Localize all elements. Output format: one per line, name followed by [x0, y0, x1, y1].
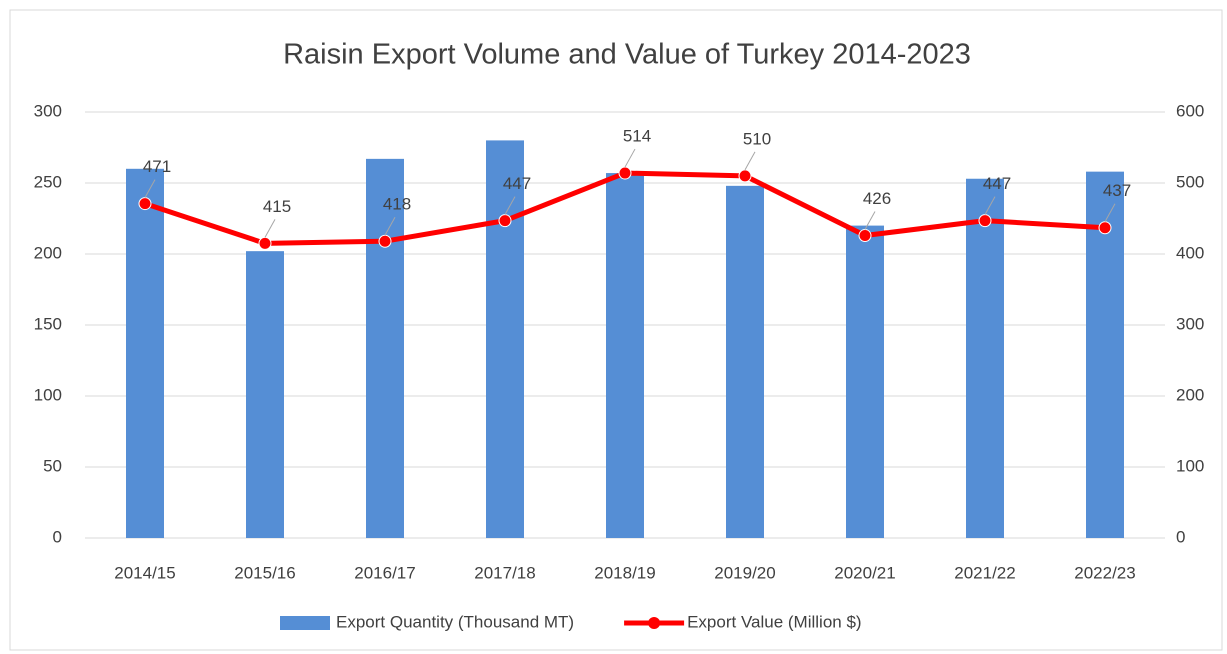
line-marker	[738, 169, 752, 183]
bar	[486, 140, 524, 538]
bar	[246, 251, 284, 538]
y2-tick-label: 400	[1176, 243, 1204, 262]
x-tick-label: 2016/17	[354, 563, 415, 582]
bar	[966, 178, 1004, 539]
line-marker	[258, 236, 272, 250]
y2-tick-label: 0	[1176, 527, 1185, 546]
leader-line	[744, 151, 756, 171]
y-tick-label: 250	[34, 172, 62, 191]
bar	[366, 158, 404, 539]
bar	[606, 173, 644, 538]
data-label: 510	[743, 129, 771, 148]
leader-line	[1104, 203, 1116, 222]
bar	[726, 185, 764, 538]
data-label: 447	[983, 174, 1011, 193]
line-marker	[378, 234, 392, 248]
x-tick-label: 2022/23	[1074, 563, 1135, 582]
line-marker	[1098, 221, 1112, 235]
x-tick-label: 2021/22	[954, 563, 1015, 582]
y-tick-label: 0	[53, 527, 62, 546]
data-label: 447	[503, 174, 531, 193]
data-label: 514	[623, 127, 651, 146]
x-tick-label: 2014/15	[114, 563, 175, 582]
data-label: 471	[143, 157, 171, 176]
y2-tick-label: 200	[1176, 385, 1204, 404]
y2-tick-label: 300	[1176, 314, 1204, 333]
leader-line	[624, 148, 636, 168]
legend-label: Export Value (Million $)	[687, 612, 861, 631]
leader-line	[384, 216, 396, 236]
bar	[846, 225, 884, 538]
y-tick-label: 300	[34, 101, 62, 120]
data-label: 415	[263, 197, 291, 216]
leader-line	[984, 196, 996, 215]
y2-tick-label: 500	[1176, 172, 1204, 191]
chart-title: Raisin Export Volume and Value of Turkey…	[283, 39, 971, 71]
data-label: 426	[863, 189, 891, 208]
x-tick-label: 2018/19	[594, 563, 655, 582]
leader-line	[864, 211, 876, 230]
line-marker	[618, 166, 632, 180]
y-tick-label: 100	[34, 385, 62, 404]
x-tick-label: 2019/20	[714, 563, 775, 582]
y-tick-label: 150	[34, 314, 62, 333]
leader-line	[144, 179, 156, 198]
data-label: 437	[1103, 181, 1131, 200]
data-label: 418	[383, 195, 411, 214]
x-tick-label: 2015/16	[234, 563, 295, 582]
legend-label: Export Quantity (Thousand MT)	[336, 612, 574, 631]
line-marker	[498, 214, 512, 228]
legend-swatch	[280, 616, 330, 630]
line-marker	[858, 229, 872, 243]
y-tick-label: 200	[34, 243, 62, 262]
line-marker	[978, 214, 992, 228]
y2-tick-label: 100	[1176, 456, 1204, 475]
line-marker	[138, 197, 152, 211]
leader-line	[504, 196, 516, 215]
x-tick-label: 2017/18	[474, 563, 535, 582]
leader-line	[264, 219, 276, 238]
x-tick-label: 2020/21	[834, 563, 895, 582]
bar	[126, 168, 164, 539]
y2-tick-label: 600	[1176, 101, 1204, 120]
legend-marker	[648, 617, 661, 629]
y-tick-label: 50	[43, 456, 62, 475]
